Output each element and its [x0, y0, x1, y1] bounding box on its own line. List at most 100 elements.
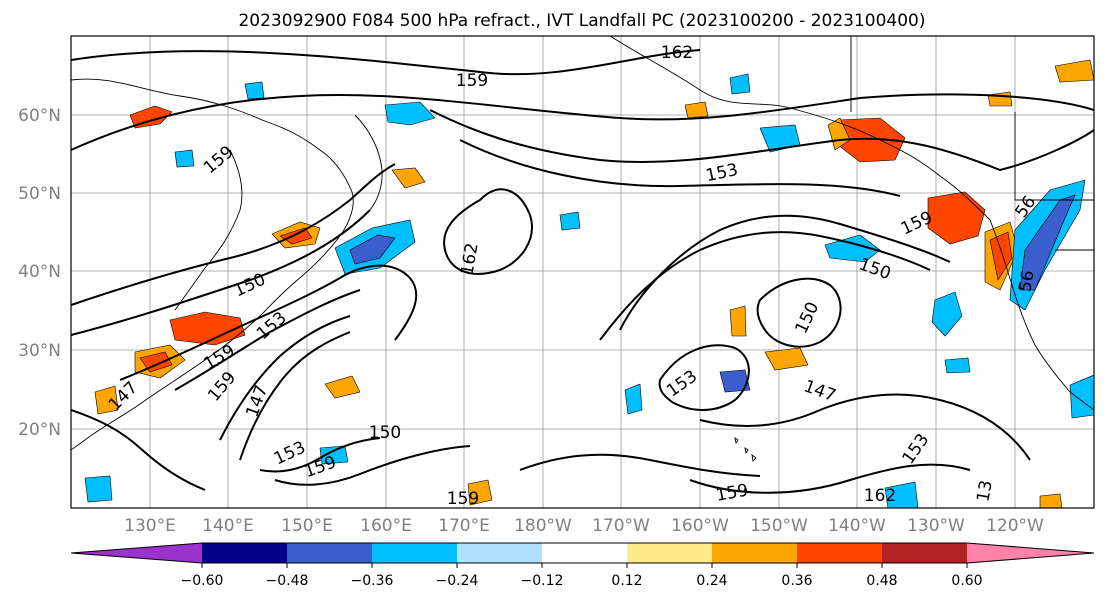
lat-label: 40°N	[18, 262, 61, 282]
contour-line	[71, 163, 396, 306]
contour-label: 150	[369, 423, 401, 443]
positive-patch	[169, 311, 246, 346]
japan-coast	[174, 149, 243, 311]
alaska-coast	[609, 36, 991, 221]
positive-patch	[729, 305, 747, 337]
colorbar-tick-label: 0.60	[951, 573, 982, 589]
negative-patch	[824, 234, 881, 263]
contour-line	[274, 445, 471, 486]
negative-patch	[729, 73, 751, 95]
contour-line	[174, 289, 361, 391]
contour-line	[459, 139, 901, 197]
contour-label: 159	[447, 489, 479, 509]
negative-patch	[719, 369, 751, 393]
negative-patch	[931, 291, 963, 337]
colorbar-tick-label: −0.60	[181, 573, 224, 589]
contour-line	[429, 109, 1094, 172]
lon-label: 130°E	[124, 516, 176, 536]
contour-line	[71, 93, 1094, 151]
negative-patch	[349, 234, 396, 265]
positive-patch	[94, 385, 119, 415]
colorbar-segment	[797, 543, 882, 563]
latitude-labels: 60°N 50°N 40°N 30°N 20°N	[18, 106, 61, 440]
contour-lines	[71, 49, 1094, 494]
contour-line	[239, 331, 351, 461]
positive-patch	[139, 351, 173, 373]
contour-line	[519, 453, 761, 477]
contour-label: 13	[973, 479, 996, 504]
positive-patch	[764, 347, 809, 371]
positive-patch	[279, 227, 313, 245]
positive-patch	[684, 101, 709, 119]
negative-patch	[559, 211, 581, 231]
contour-line	[119, 264, 418, 381]
colorbar-segment	[712, 543, 797, 563]
kamchatka-coast	[354, 114, 383, 211]
positive-patch	[467, 479, 493, 506]
negative-patch	[944, 357, 971, 374]
contour-label: 162	[864, 486, 896, 506]
lon-label: 160°W	[671, 516, 729, 536]
negative-patch	[384, 101, 436, 126]
longitude-labels: 130°E 140°E 150°E 160°E 170°E 180°W 170°…	[124, 516, 1044, 536]
contour-line	[658, 344, 750, 411]
colorbar-segment	[542, 543, 627, 563]
lat-label: 50°N	[18, 184, 61, 204]
hawaii-islands	[734, 437, 757, 462]
negative-patch	[84, 475, 113, 503]
contour-line	[219, 315, 351, 441]
positive-patch	[989, 231, 1013, 281]
colorbar-segment	[287, 543, 372, 563]
colorbar-segment	[372, 543, 457, 563]
contour-line	[71, 409, 206, 491]
lon-label: 140°W	[828, 516, 886, 536]
contour-line	[699, 393, 1031, 461]
lon-label: 130°W	[907, 516, 965, 536]
lat-label: 30°N	[18, 341, 61, 361]
colorbar-tick-label: 0.12	[611, 573, 642, 589]
contour-line	[71, 209, 371, 336]
lon-label: 180°W	[514, 516, 572, 536]
negative-patch	[244, 81, 265, 100]
lon-label: 150°E	[281, 516, 333, 536]
colorbar-extend-low	[71, 543, 202, 563]
negative-patch	[1069, 374, 1094, 419]
contour-line	[443, 188, 533, 275]
contour-label: 159	[456, 71, 488, 91]
colorbar-tick-labels: −0.60 −0.48 −0.36 −0.24 −0.12 0.12 0.24 …	[181, 573, 983, 589]
colorbar: −0.60 −0.48 −0.36 −0.24 −0.12 0.12 0.24 …	[70, 542, 1095, 589]
lat-label: 20°N	[18, 420, 61, 440]
negative-patch	[174, 149, 195, 168]
colorbar-extend-high	[967, 543, 1094, 563]
colorbar-tick-label: −0.48	[266, 573, 309, 589]
negative-patch	[884, 481, 919, 508]
colorbar-ticks	[201, 563, 968, 568]
colorbar-tick-label: −0.36	[351, 573, 394, 589]
lon-label: 140°E	[202, 516, 254, 536]
figure-title: 2023092900 F084 500 hPa refract., IVT La…	[238, 11, 925, 31]
negative-patch	[624, 383, 643, 415]
lon-label: 170°E	[438, 516, 490, 536]
positive-patch	[927, 191, 986, 245]
colorbar-tick-label: 0.36	[781, 573, 812, 589]
positive-patch	[391, 167, 426, 189]
positive-patch	[1039, 493, 1063, 508]
lon-label: 120°W	[986, 516, 1044, 536]
colorbar-segment	[457, 543, 542, 563]
contour-line	[599, 231, 931, 341]
contour-label: 56	[1015, 269, 1038, 294]
colorbar-segment	[202, 543, 287, 563]
map-panel: 162 159 159 153 159 56 162 150 150 150 5…	[70, 35, 1095, 509]
colorbar-tick-label: 0.24	[696, 573, 727, 589]
colorbar-tick-label: 0.48	[866, 573, 897, 589]
contour-line	[71, 49, 701, 76]
map-frame	[70, 35, 1095, 509]
map-background	[71, 36, 1094, 508]
lon-label: 150°W	[750, 516, 808, 536]
colorbar-segment	[882, 543, 967, 563]
lat-label: 60°N	[18, 106, 61, 126]
lon-label: 160°E	[360, 516, 412, 536]
na-west-coast	[989, 219, 1094, 411]
contour-line	[689, 463, 971, 494]
